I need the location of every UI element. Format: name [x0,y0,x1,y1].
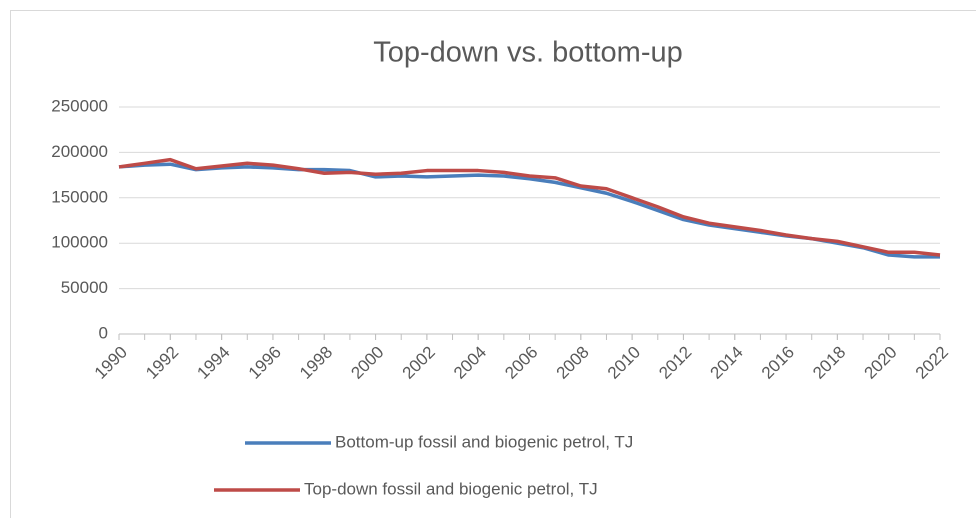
legend-label: Bottom-up fossil and biogenic petrol, TJ [335,432,633,451]
chart-title: Top-down vs. bottom-up [373,37,682,69]
y-tick-label: 150000 [51,187,108,206]
chart-frame [10,10,976,518]
y-tick-label: 250000 [51,96,108,115]
y-tick-label: 0 [99,323,108,342]
legend-label: Top-down fossil and biogenic petrol, TJ [304,479,598,498]
y-tick-label: 200000 [51,142,108,161]
series-line [118,157,941,257]
y-tick-label: 50000 [61,278,108,297]
y-tick-label: 100000 [51,233,108,252]
